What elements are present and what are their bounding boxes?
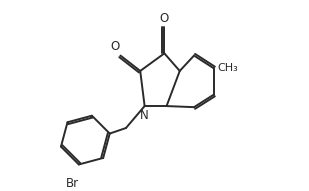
Text: Br: Br bbox=[66, 176, 79, 189]
Text: O: O bbox=[110, 40, 119, 53]
Text: O: O bbox=[160, 12, 169, 25]
Text: CH₃: CH₃ bbox=[217, 63, 238, 73]
Text: N: N bbox=[140, 109, 149, 122]
